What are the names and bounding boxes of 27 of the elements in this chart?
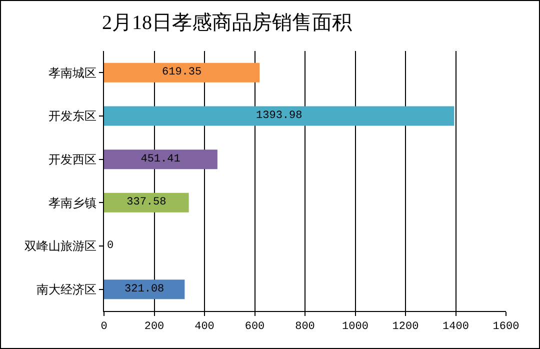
- x-tick-label: 1400: [442, 321, 469, 334]
- bar: [104, 150, 218, 170]
- x-tick-label: 800: [295, 321, 315, 334]
- bar: [104, 62, 260, 82]
- chart-title: 2月18日孝感商品房销售面积: [102, 12, 352, 34]
- x-tick-label: 1000: [342, 321, 368, 334]
- bar: [104, 192, 189, 212]
- data-label: 619.35: [162, 66, 202, 79]
- x-tick-label: 1600: [492, 321, 520, 334]
- y-tick-label: 孝南城区: [48, 66, 97, 80]
- y-tick-label: 开发西区: [48, 152, 97, 167]
- data-label: 321.08: [124, 283, 164, 296]
- bar: [104, 280, 185, 300]
- y-tick-label: 孝南乡镇: [48, 196, 97, 210]
- data-label: 451.41: [140, 153, 181, 166]
- x-tick-label: 200: [144, 321, 164, 334]
- x-tick-label: 600: [244, 321, 265, 334]
- y-tick-label: 南大经济区: [36, 282, 97, 297]
- x-tick-label: 400: [194, 321, 214, 334]
- data-label: 1393.98: [256, 110, 302, 122]
- bar: [104, 106, 454, 126]
- data-label: 0: [107, 240, 114, 252]
- y-tick-label: 双峰山旅游区: [24, 239, 97, 254]
- x-tick-label: 1200: [392, 321, 419, 334]
- x-tick-label: 0: [100, 321, 108, 334]
- y-tick-label: 开发东区: [48, 109, 97, 124]
- data-label: 337.58: [126, 196, 166, 209]
